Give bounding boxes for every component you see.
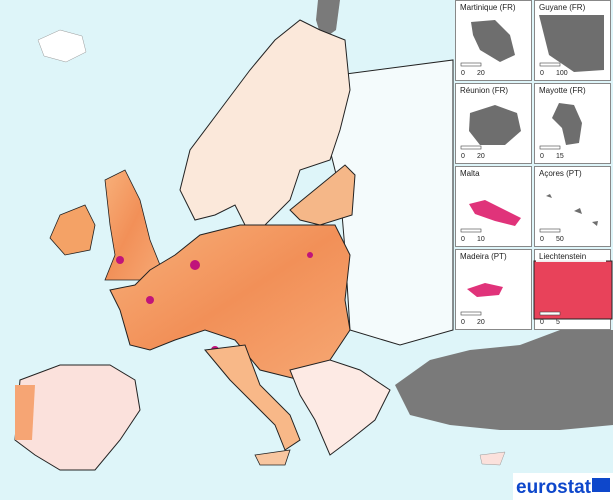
inset-land	[533, 260, 613, 320]
scale-label: 0	[461, 153, 465, 160]
scale-label: 0	[461, 319, 465, 326]
turkey	[395, 330, 613, 430]
inset: Madeira (PT) 0 20	[455, 249, 532, 330]
russia-north	[316, 0, 340, 40]
inset: Liechtenstein 0 5	[533, 249, 613, 330]
baltics	[289, 164, 356, 226]
inset-title-bg	[536, 2, 606, 13]
inset-title-bg	[457, 251, 527, 262]
inset-land	[469, 200, 521, 226]
inset-title: Açores (PT)	[539, 169, 582, 178]
scale-label: 0	[540, 236, 544, 243]
iberia	[14, 364, 141, 471]
inset-title-bg	[536, 85, 606, 96]
inset-title-bg	[457, 2, 527, 13]
eu-flag	[592, 478, 610, 492]
inset-title: Mayotte (FR)	[539, 86, 586, 95]
scale-bar	[460, 311, 482, 316]
inset-land	[546, 194, 598, 226]
scale-label: 100	[556, 70, 568, 77]
scale-bar	[539, 228, 561, 233]
iceland	[37, 29, 87, 63]
scale-label: 0	[540, 70, 544, 77]
inset-title-bg	[536, 251, 606, 262]
inset-land	[467, 283, 503, 297]
scale-label: 0	[540, 153, 544, 160]
inset-land	[469, 105, 521, 145]
scandinavia	[179, 19, 351, 226]
city	[146, 296, 154, 304]
scale-bar	[460, 62, 482, 67]
scale-bar	[539, 145, 561, 150]
scale-label: 0	[540, 319, 544, 326]
inset-title: Guyane (FR)	[539, 3, 586, 12]
inset-frame	[534, 166, 611, 247]
inset-land	[552, 103, 582, 145]
inset: Guyane (FR) 0 100	[534, 0, 611, 81]
inset-land	[471, 20, 515, 62]
italy	[204, 344, 301, 451]
inset-title: Malta	[460, 169, 480, 178]
scale-bar	[460, 145, 482, 150]
scale-label: 15	[556, 153, 564, 160]
inset: Mayotte (FR) 0 15	[534, 83, 611, 164]
inset-title: Liechtenstein	[539, 252, 586, 261]
logo-text: eurostat	[516, 477, 592, 498]
scale-label: 20	[477, 153, 485, 160]
inset-title-bg	[457, 85, 527, 96]
scale-label: 5	[556, 319, 560, 326]
city	[190, 260, 200, 270]
inset-title-bg	[536, 168, 606, 179]
inset-title-bg	[457, 168, 527, 179]
scale-label: 20	[477, 70, 485, 77]
cyprus	[479, 451, 506, 466]
scale-label: 50	[556, 236, 564, 243]
inset-title: Réunion (FR)	[460, 86, 508, 95]
inset: Réunion (FR) 0 20	[455, 83, 532, 164]
inset: Açores (PT) 0 50	[534, 166, 611, 247]
portugal	[15, 385, 35, 440]
scale-label: 20	[477, 319, 485, 326]
scale-label: 10	[477, 236, 485, 243]
inset-title: Martinique (FR)	[460, 3, 516, 12]
scale-bar	[539, 311, 561, 316]
balkans	[289, 359, 391, 456]
scale-bar	[539, 62, 561, 67]
inset: Martinique (FR) 0 20	[455, 0, 532, 81]
scale-label: 0	[461, 236, 465, 243]
city	[116, 256, 124, 264]
ireland	[49, 204, 96, 256]
sicily	[254, 449, 291, 466]
inset-land	[539, 15, 604, 72]
inset: Malta 0 10	[455, 166, 532, 247]
scale-label: 0	[461, 70, 465, 77]
city	[307, 252, 313, 258]
inset-title: Madeira (PT)	[460, 252, 507, 261]
scale-bar	[460, 228, 482, 233]
